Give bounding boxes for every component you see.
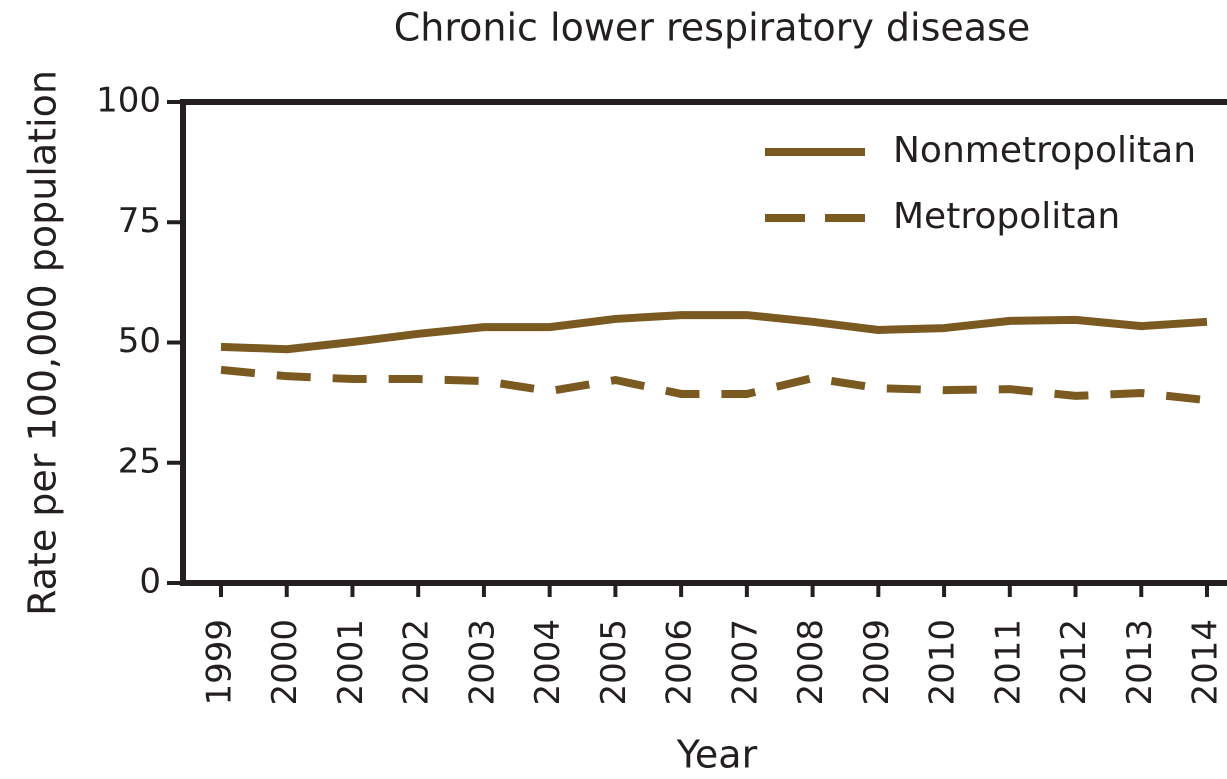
- x-tick-label: 2011: [988, 619, 1028, 706]
- series-line: [220, 365, 1208, 405]
- series-line: [220, 311, 1208, 354]
- y-tick-label: 100: [96, 81, 161, 121]
- x-axis-label: Year: [676, 733, 758, 777]
- x-tick-label: 2004: [528, 619, 568, 706]
- x-tick-label: 2013: [1120, 619, 1160, 706]
- x-tick-label: 2001: [331, 619, 371, 706]
- legend-label: Nonmetropolitan: [893, 130, 1196, 171]
- y-tick-label: 75: [118, 201, 161, 241]
- x-tick-label: 2005: [594, 619, 634, 706]
- y-tick-label: 0: [139, 562, 161, 602]
- x-tick-label: 2008: [791, 619, 831, 706]
- x-tick-label: 2009: [857, 619, 897, 706]
- legend-label: Metropolitan: [893, 196, 1120, 237]
- x-tick-label: 2010: [923, 619, 963, 706]
- chart-title: Chronic lower respiratory disease: [394, 6, 1030, 50]
- x-tick-label: 2006: [660, 619, 700, 706]
- y-tick-label: 25: [118, 441, 161, 481]
- x-tick-label: 1999: [200, 619, 240, 706]
- x-tick-label: 2007: [725, 619, 765, 706]
- x-tick-label: 2002: [397, 619, 437, 706]
- y-tick-label: 50: [118, 321, 161, 361]
- x-tick-label: 2012: [1054, 619, 1094, 706]
- y-axis-label: Rate per 100,000 population: [21, 70, 65, 616]
- x-tick-label: 2014: [1186, 619, 1226, 706]
- x-tick-label: 2000: [265, 619, 305, 706]
- x-tick-label: 2003: [462, 619, 502, 706]
